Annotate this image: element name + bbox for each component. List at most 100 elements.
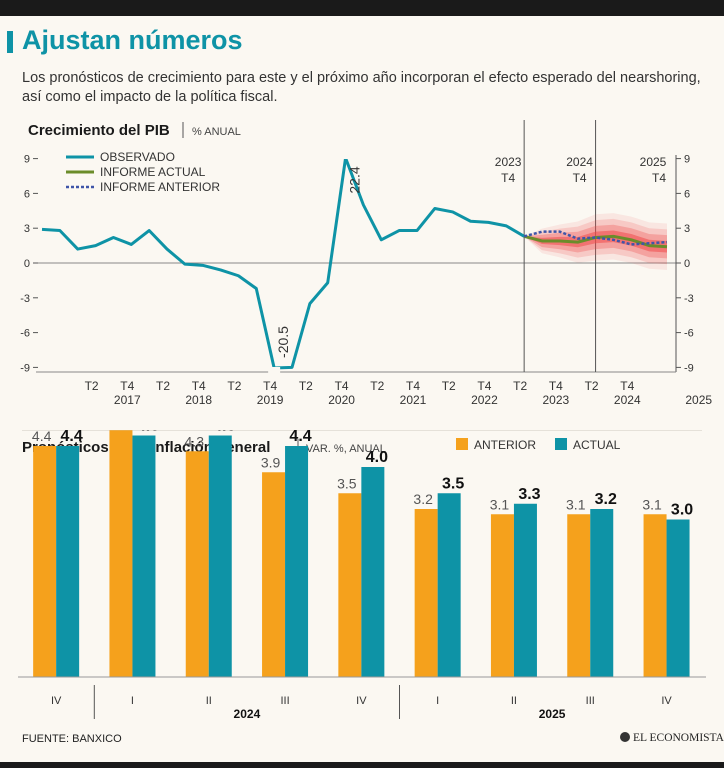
gdp-series-observado: [344, 157, 525, 242]
gdp-ytick-right: -3: [684, 293, 694, 305]
gdp-xtick-quarter: T2: [370, 379, 384, 393]
gdp-ytick-left: 9: [24, 154, 30, 166]
top-bar: [0, 0, 724, 16]
inflation-bar-actual: [513, 503, 537, 677]
gdp-ytick-left: -3: [20, 293, 30, 305]
gdp-series-observado: [274, 157, 348, 370]
gdp-ytick-right: 9: [684, 154, 690, 166]
gdp-xtick-quarter: T2: [513, 379, 527, 393]
gdp-marker-quarter: T4: [573, 171, 587, 185]
gdp-ytick-right: -9: [684, 362, 694, 374]
publisher-logo: EL ECONOMISTA: [620, 732, 724, 744]
inflation-bar-actual: [666, 519, 690, 677]
inflation-year-label: 2025: [539, 707, 566, 721]
inflation-bar-anterior: [338, 493, 362, 677]
inflation-value-label-actual: 3.2: [595, 491, 617, 508]
gdp-series-observado: [41, 227, 276, 369]
inflation-value-label-actual: 4.0: [366, 449, 388, 466]
gdp-xtick-year: 2023: [543, 393, 570, 407]
gdp-xtick-year: 2021: [400, 393, 427, 407]
inflation-value-label-actual: 4.6: [213, 430, 235, 435]
inflation-value-label-actual: 3.5: [442, 475, 464, 492]
gdp-xtick-year: 2024: [614, 393, 641, 407]
gdp-xtick-quarter: T4: [192, 379, 206, 393]
inflation-value-label-anterior: 3.2: [413, 491, 433, 507]
inflation-value-label-actual: 4.4: [289, 430, 311, 445]
inflation-bar-anterior: [414, 509, 438, 677]
gdp-ytick-left: -9: [20, 362, 30, 374]
inflation-bar-actual: [590, 509, 614, 677]
inflation-xtick-quarter: IV: [661, 695, 672, 707]
gdp-marker-year: 2025: [640, 155, 667, 169]
gdp-legend-label: INFORME ACTUAL: [100, 165, 206, 179]
inflation-value-label-anterior: 3.1: [566, 496, 586, 512]
gdp-xtick-quarter: T2: [227, 379, 241, 393]
inflation-bar-anterior: [33, 446, 57, 677]
inflation-value-label-actual: 4.4: [61, 430, 83, 445]
inflation-chart-unit: VAR. %, ANUAL: [306, 443, 386, 455]
title-accent-bar: [7, 31, 13, 53]
inflation-value-label-anterior: 3.1: [642, 496, 662, 512]
page-subtitle: Los pronósticos de crecimiento para este…: [22, 70, 701, 105]
inflation-bar-actual: [208, 435, 232, 677]
inflation-bar-anterior: [185, 451, 209, 677]
legend-swatch-anterior: [456, 438, 468, 450]
inflation-forecast-chart: Pronósticos de la inflación general VAR.…: [18, 430, 706, 721]
gdp-xtick-quarter: T2: [442, 379, 456, 393]
gdp-xtick-quarter: T4: [120, 379, 134, 393]
gdp-marker-year: 2024: [566, 155, 593, 169]
source-note: FUENTE: BANXICO: [22, 733, 122, 745]
gdp-xtick-quarter: T2: [85, 379, 99, 393]
gdp-xtick-quarter: T4: [263, 379, 277, 393]
gdp-xtick-quarter: T4: [549, 379, 563, 393]
legend-label-anterior: ANTERIOR: [474, 438, 536, 452]
gdp-growth-chart: Crecimiento del PIB % ANUAL 2023T42024T4…: [20, 120, 712, 407]
inflation-bar-anterior: [109, 430, 133, 677]
gdp-chart-unit: % ANUAL: [192, 126, 241, 138]
gdp-fan-band: [524, 230, 667, 253]
gdp-xtick-year: 2025: [685, 393, 712, 407]
gdp-offscale-annotation: 22.4: [347, 166, 363, 193]
logo-icon: [620, 732, 630, 742]
gdp-ytick-left: -6: [20, 328, 30, 340]
gdp-ytick-left: 3: [24, 223, 30, 235]
gdp-trough-gap: [268, 367, 281, 373]
gdp-marker-quarter: T4: [652, 171, 666, 185]
legend-swatch-actual: [555, 438, 567, 450]
gdp-xtick-year: 2022: [471, 393, 498, 407]
inflation-year-label: 2024: [234, 707, 261, 721]
gdp-ytick-left: 0: [24, 258, 30, 270]
inflation-value-label-anterior: 4.4: [32, 430, 52, 444]
gdp-marker-quarter: T4: [501, 171, 515, 185]
gdp-offscale-annotation: -20.5: [275, 326, 291, 358]
inflation-bar-actual: [285, 446, 309, 677]
inflation-bar-actual: [56, 446, 80, 677]
gdp-xtick-quarter: T2: [156, 379, 170, 393]
gdp-ytick-right: 3: [684, 223, 690, 235]
inflation-bar-actual: [361, 467, 385, 677]
page-title: Ajustan números: [22, 25, 243, 55]
gdp-xtick-quarter: T2: [585, 379, 599, 393]
inflation-value-label-anterior: 3.9: [261, 454, 281, 470]
logo-text: EL ECONOMISTA: [633, 732, 724, 744]
inflation-bar-anterior: [643, 514, 667, 677]
inflation-xtick-quarter: II: [511, 695, 517, 707]
inflation-xtick-quarter: I: [436, 695, 439, 707]
inflation-xtick-quarter: III: [280, 695, 289, 707]
gdp-xtick-quarter: T4: [406, 379, 420, 393]
gdp-peak-gap: [339, 153, 352, 159]
gdp-ytick-right: 6: [684, 188, 690, 200]
inflation-value-label-actual: 3.3: [518, 486, 540, 503]
gdp-xtick-year: 2019: [257, 393, 284, 407]
gdp-series-informe-anterior: [523, 230, 668, 246]
gdp-xtick-quarter: T4: [477, 379, 491, 393]
inflation-value-label-anterior: 4.3: [185, 433, 205, 449]
inflation-xtick-quarter: I: [131, 695, 134, 707]
inflation-xtick-quarter: IV: [51, 695, 62, 707]
gdp-ytick-right: 0: [684, 258, 690, 270]
inflation-value-label-actual: 3.0: [671, 502, 693, 519]
inflation-value-label-anterior: 3.1: [490, 496, 510, 512]
gdp-chart-title: Crecimiento del PIB: [28, 122, 170, 139]
gdp-marker-year: 2023: [495, 155, 522, 169]
gdp-xtick-year: 2018: [185, 393, 212, 407]
